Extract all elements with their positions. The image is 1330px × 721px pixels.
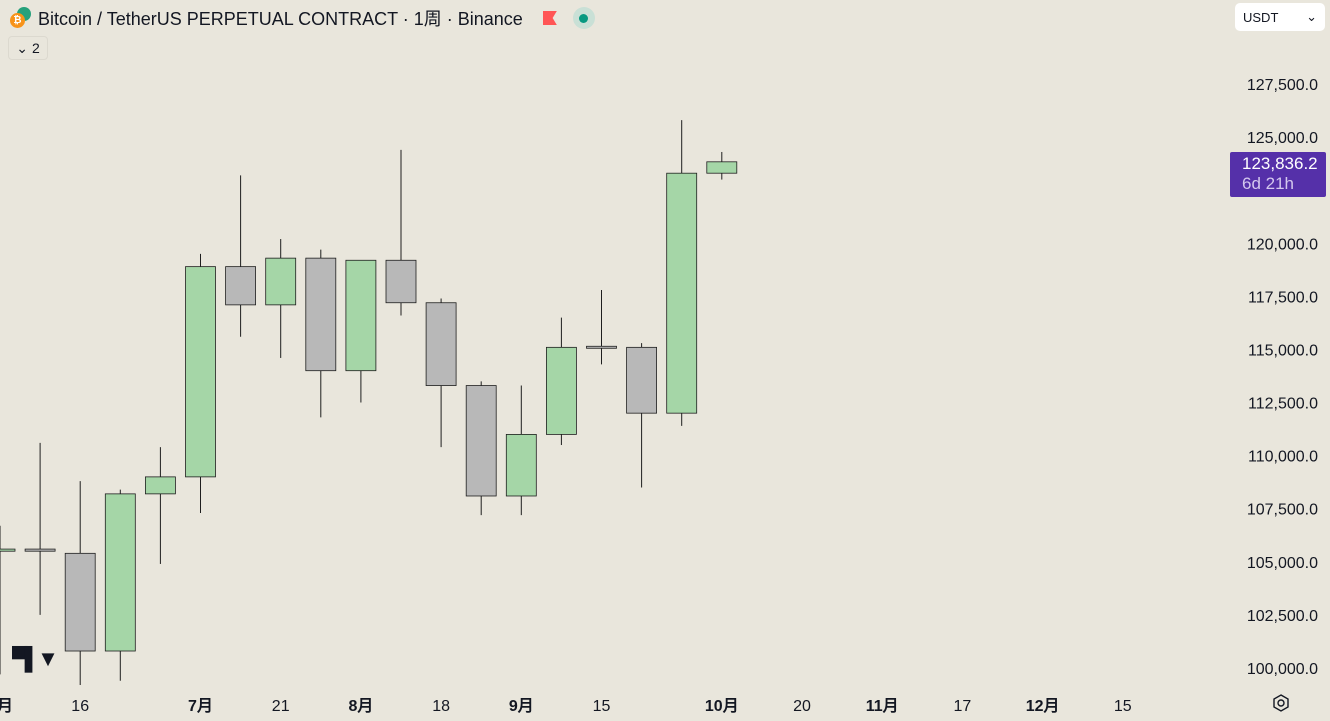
currency-value: USDT [1243, 9, 1279, 25]
y-tick-label: 127,500.0 [1247, 77, 1318, 94]
tradingview-logo[interactable]: ▀▌▼ [12, 646, 59, 671]
x-tick-label: 12月 [1026, 697, 1060, 715]
y-tick-label: 100,000.0 [1247, 661, 1318, 678]
symbol-title: Bitcoin / TetherUS PERPETUAL CONTRACT · … [38, 9, 523, 29]
y-tick-label: 125,000.0 [1247, 130, 1318, 147]
x-tick-label: 18 [432, 698, 450, 715]
market-status-icon[interactable] [572, 7, 595, 29]
x-tick-label: 月 [0, 697, 13, 715]
candle-up [505, 434, 537, 497]
x-tick-label: 11月 [866, 697, 899, 715]
candle-up [546, 346, 577, 435]
candle-down [385, 259, 417, 304]
last-price: 123,836.2 [1242, 154, 1318, 173]
x-tick-label: 17 [954, 698, 972, 715]
last-price-label: 123,836.2 6d 21h [1230, 152, 1326, 197]
x-tick-label: 20 [793, 698, 811, 715]
y-tick-label: 110,000.0 [1248, 449, 1318, 466]
candle-up [666, 172, 698, 414]
y-tick-label: 105,000.0 [1247, 555, 1318, 572]
candle-down [225, 266, 257, 306]
y-tick-label: 112,500.0 [1248, 396, 1318, 413]
candle-up [185, 266, 216, 478]
candle-down [305, 257, 337, 372]
x-tick-label: 15 [1114, 698, 1132, 715]
x-tick-label: 7月 [188, 697, 213, 715]
candle-down [64, 552, 96, 652]
y-tick-label: 107,500.0 [1247, 502, 1318, 519]
symbol-header[interactable]: ₿ Bitcoin / TetherUS PERPETUAL CONTRACT … [10, 5, 595, 31]
candle-down [425, 302, 457, 386]
candle-down [586, 345, 617, 349]
candle-up [706, 161, 738, 174]
x-tick-label: 8月 [348, 697, 373, 715]
flag-icon[interactable] [542, 11, 557, 25]
indicator-count: 2 [31, 40, 40, 56]
x-tick-label: 21 [272, 698, 290, 715]
y-tick-label: 117,500.0 [1248, 289, 1318, 306]
candle-down [24, 548, 56, 552]
y-tick-label: 120,000.0 [1247, 236, 1318, 253]
candle-up [104, 493, 136, 652]
x-tick-label: 10月 [705, 697, 739, 715]
candle-up [345, 259, 377, 372]
currency-select[interactable]: USDT ⌄ [1235, 3, 1325, 31]
candle-up [144, 476, 176, 495]
chevron-down-icon: ⌄ [16, 39, 28, 56]
bar-countdown: 6d 21h [1242, 174, 1294, 193]
bitcoin-tether-icon: ₿ [10, 7, 32, 29]
indicators-collapse-button[interactable]: ⌄ 2 [8, 36, 48, 60]
candle-up [265, 257, 297, 306]
x-tick-label: 15 [593, 698, 611, 715]
settings-icon[interactable] [1272, 694, 1290, 712]
candle-up [0, 548, 16, 552]
candle-down [626, 346, 657, 414]
y-tick-label: 102,500.0 [1247, 608, 1318, 625]
x-tick-label: 9月 [509, 697, 534, 715]
candle-down [465, 385, 497, 497]
x-tick-label: 16 [71, 698, 89, 715]
y-tick-label: 115,000.0 [1248, 342, 1318, 359]
chevron-down-icon: ⌄ [1306, 9, 1317, 24]
